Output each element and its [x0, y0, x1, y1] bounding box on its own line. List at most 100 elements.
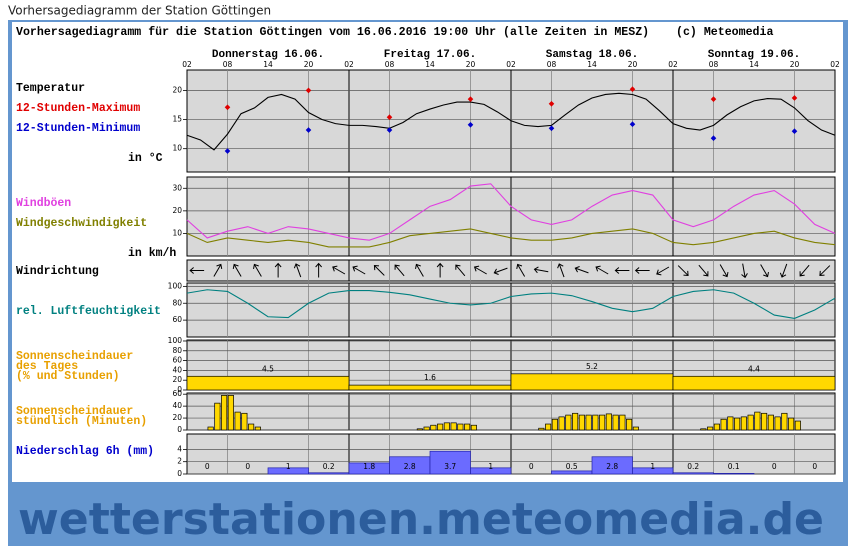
line: [186, 228, 836, 248]
bar: [740, 416, 747, 431]
panel-title: (% und Stunden): [16, 370, 120, 383]
panel-title: Niederschlag 6h (mm): [16, 445, 154, 458]
wind-arrow: [352, 265, 366, 275]
y-tick-label: 4: [177, 444, 182, 453]
wind-arrow: [394, 264, 405, 277]
x-tick-label: 02: [506, 60, 516, 69]
y-tick-label: 60: [172, 315, 182, 324]
bar: [713, 473, 755, 475]
page-title: Vorhersagediagramm der Station Göttingen: [8, 4, 271, 18]
x-tick-label: 02: [830, 60, 840, 69]
panel-title: Windrichtung: [16, 265, 99, 278]
y-tick-label: 0: [177, 469, 182, 478]
bar: [612, 414, 619, 431]
wind-arrow: [315, 262, 323, 278]
wind-arrow: [614, 267, 630, 274]
value-label: 0.2: [687, 462, 699, 471]
bar: [558, 416, 565, 431]
bar: [774, 416, 781, 431]
x-tick-label: 02: [182, 60, 192, 69]
x-tick-label: 20: [304, 60, 314, 69]
panel-title: Sonnenscheindauer: [16, 405, 133, 418]
bar: [626, 418, 633, 431]
bar: [672, 375, 836, 391]
bar: [464, 423, 471, 431]
wind-arrow: [656, 266, 670, 276]
y-tick-label: 80: [172, 346, 182, 355]
bar: [572, 412, 579, 431]
y-tick-label: 80: [172, 298, 182, 307]
unit-label: in °C: [128, 152, 163, 165]
bar: [221, 395, 228, 431]
line: [186, 183, 836, 241]
day-label: Donnerstag 16.06.: [212, 49, 324, 61]
marker: [548, 125, 555, 132]
value-label: 0.2: [323, 462, 335, 471]
x-tick-label: 08: [547, 60, 557, 69]
marker: [548, 101, 555, 107]
bar: [761, 412, 768, 431]
bar: [727, 416, 734, 431]
bar: [632, 467, 674, 475]
wind-arrow: [436, 262, 444, 278]
legend-label: Windböen: [16, 197, 71, 210]
unit-label: in km/h: [128, 247, 176, 260]
bar: [437, 423, 444, 431]
bar: [767, 414, 774, 431]
copyright: (c) Meteomedia: [676, 26, 773, 39]
value-label: 5.2: [586, 362, 598, 371]
panel-title: Temperatur: [16, 82, 85, 95]
bar: [308, 472, 350, 475]
wind-arrow: [493, 267, 508, 275]
y-tick-label: 0: [177, 385, 182, 394]
y-tick-label: 20: [172, 85, 182, 94]
y-tick-label: 2: [177, 457, 182, 466]
legend-label: rel. Luftfeuchtigkeit: [16, 305, 161, 318]
wind-arrow: [213, 263, 223, 277]
wind-arrow: [189, 267, 205, 274]
y-tick-label: 100: [168, 336, 183, 345]
x-tick-label: 08: [709, 60, 719, 69]
line: [186, 92, 836, 151]
bar: [227, 395, 234, 431]
bar: [457, 423, 464, 431]
bar: [214, 402, 221, 431]
value-label: 4.5: [262, 364, 274, 373]
y-tick-label: 10: [172, 228, 182, 237]
bar: [186, 375, 350, 391]
bar: [248, 423, 255, 431]
value-label: 0: [529, 462, 534, 471]
wind-arrow: [455, 264, 466, 277]
bar: [443, 422, 450, 431]
value-label: 2.8: [606, 462, 618, 471]
y-tick-label: 20: [172, 206, 182, 215]
bar: [734, 417, 741, 431]
value-label: 4.4: [748, 364, 760, 373]
value-label: 1: [488, 462, 493, 471]
y-tick-label: 10: [172, 144, 182, 153]
wind-arrow: [634, 267, 650, 274]
marker: [791, 128, 798, 134]
wind-arrow: [516, 263, 526, 277]
x-tick-label: 02: [668, 60, 678, 69]
wind-arrow: [698, 264, 709, 277]
wind-arrow: [595, 265, 609, 275]
bar: [423, 426, 430, 431]
bar: [450, 422, 457, 431]
x-tick-label: 14: [749, 60, 759, 69]
y-tick-label: 100: [168, 281, 183, 290]
bar: [470, 424, 477, 431]
marker: [467, 96, 474, 102]
marker: [467, 121, 474, 128]
wind-arrow: [574, 266, 589, 274]
x-tick-label: 08: [385, 60, 395, 69]
bar: [713, 423, 720, 431]
marker: [224, 148, 231, 154]
bar: [585, 414, 592, 431]
bar: [551, 418, 558, 431]
bar: [565, 414, 572, 431]
wind-arrow: [332, 265, 346, 275]
bar: [578, 414, 585, 431]
bar: [348, 384, 512, 391]
